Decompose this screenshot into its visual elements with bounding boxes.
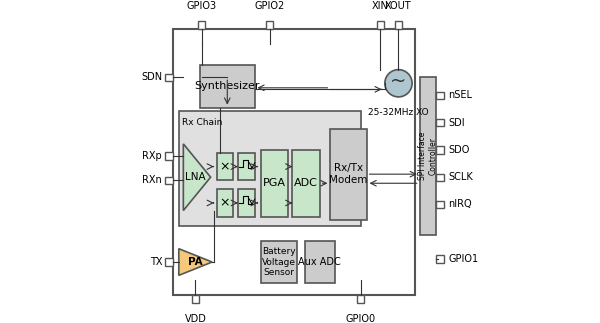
Text: ×: ×: [220, 196, 230, 209]
Bar: [436, 255, 444, 263]
Text: Aux ADC: Aux ADC: [298, 257, 341, 267]
FancyBboxPatch shape: [238, 189, 254, 217]
Circle shape: [385, 70, 412, 97]
FancyBboxPatch shape: [330, 129, 367, 220]
Text: SCLK: SCLK: [448, 172, 473, 182]
Text: VDD: VDD: [185, 314, 206, 323]
Text: TX: TX: [149, 257, 162, 267]
Bar: [436, 146, 444, 153]
Text: SDI: SDI: [448, 118, 465, 128]
Bar: [436, 173, 444, 181]
Bar: [198, 21, 205, 29]
Text: GPIO2: GPIO2: [254, 1, 285, 11]
FancyBboxPatch shape: [305, 241, 335, 283]
FancyBboxPatch shape: [200, 65, 254, 108]
FancyBboxPatch shape: [217, 153, 233, 180]
Text: GPIO1: GPIO1: [448, 254, 479, 264]
Bar: [266, 21, 274, 29]
Bar: [357, 295, 364, 303]
FancyBboxPatch shape: [173, 29, 415, 295]
Bar: [436, 201, 444, 208]
Polygon shape: [179, 249, 212, 276]
Text: LNA: LNA: [185, 172, 206, 182]
Text: XOUT: XOUT: [385, 1, 412, 11]
Text: ADC: ADC: [294, 178, 318, 188]
Text: Rx/Tx
Modem: Rx/Tx Modem: [329, 163, 368, 185]
Text: Rx Chain: Rx Chain: [182, 118, 222, 127]
Text: RXp: RXp: [142, 151, 162, 161]
Text: nSEL: nSEL: [448, 90, 472, 100]
Polygon shape: [184, 144, 211, 211]
Text: SDN: SDN: [141, 72, 162, 82]
Text: GPIO3: GPIO3: [187, 1, 217, 11]
Bar: [436, 119, 444, 126]
Bar: [165, 177, 173, 184]
FancyBboxPatch shape: [217, 189, 233, 217]
FancyBboxPatch shape: [238, 153, 254, 180]
Text: Battery
Voltage
Sensor: Battery Voltage Sensor: [262, 247, 296, 277]
Bar: [165, 152, 173, 160]
Text: SDO: SDO: [448, 145, 470, 155]
FancyBboxPatch shape: [419, 77, 436, 235]
Text: SPI Interface
Controller: SPI Interface Controller: [418, 132, 438, 180]
FancyBboxPatch shape: [292, 150, 320, 217]
Text: RXn: RXn: [142, 175, 162, 185]
Bar: [395, 21, 402, 29]
Text: Synthesizer: Synthesizer: [194, 81, 260, 91]
Text: PA: PA: [188, 257, 203, 267]
Text: ×: ×: [220, 160, 230, 173]
Text: GPIO0: GPIO0: [346, 314, 376, 323]
Bar: [377, 21, 384, 29]
Bar: [192, 295, 199, 303]
Text: ~: ~: [390, 72, 407, 91]
Bar: [165, 258, 173, 266]
FancyBboxPatch shape: [260, 241, 297, 283]
Text: 25-32MHz XO: 25-32MHz XO: [368, 108, 429, 117]
FancyBboxPatch shape: [179, 110, 361, 226]
Bar: [436, 92, 444, 99]
Bar: [165, 74, 173, 81]
FancyBboxPatch shape: [260, 150, 288, 217]
Text: nIRQ: nIRQ: [448, 200, 472, 209]
Text: XIN: XIN: [372, 1, 389, 11]
Text: PGA: PGA: [263, 178, 286, 188]
